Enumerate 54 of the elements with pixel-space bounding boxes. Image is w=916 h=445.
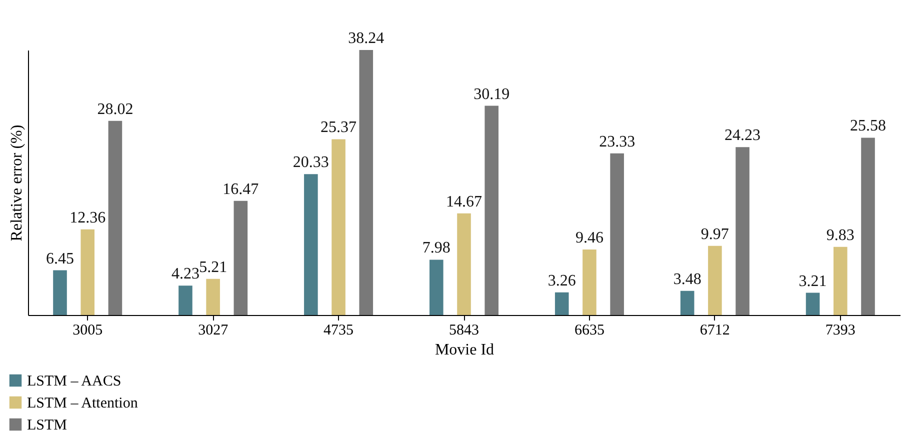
- data-label: 4.23: [171, 266, 200, 283]
- data-label: 3.21: [798, 272, 827, 290]
- bar: [80, 229, 94, 315]
- bar: [206, 278, 220, 315]
- bar: [582, 249, 596, 315]
- x-tick-label: 6635: [574, 322, 604, 338]
- data-label: 28.02: [97, 100, 134, 118]
- data-label: 5.21: [199, 258, 228, 276]
- bar: [554, 292, 569, 315]
- data-label: 3.48: [673, 270, 702, 288]
- data-label: 38.24: [348, 30, 384, 47]
- bar: [610, 153, 624, 315]
- bar: [359, 50, 374, 315]
- data-label: 6.45: [46, 250, 74, 268]
- data-label: 16.47: [222, 180, 259, 198]
- bar: [53, 270, 67, 315]
- data-label: 24.23: [724, 127, 761, 144]
- data-label: 9.83: [826, 226, 854, 244]
- legend-label: LSTM – AACS: [27, 374, 122, 390]
- y-axis-title: Relative error (%): [8, 124, 26, 242]
- legend-label: LSTM: [27, 418, 68, 434]
- data-label: 14.67: [446, 193, 482, 210]
- bar: [234, 200, 248, 315]
- bar: [429, 260, 444, 315]
- data-label: 30.19: [474, 86, 510, 103]
- bar: [457, 213, 471, 315]
- data-label: 20.33: [292, 154, 329, 172]
- x-axis-title: Movie Id: [434, 342, 494, 358]
- data-label: 12.36: [70, 209, 106, 226]
- bar: [834, 246, 848, 315]
- data-label: 9.46: [575, 229, 604, 246]
- bar: [861, 138, 875, 315]
- bar: [484, 106, 499, 315]
- x-tick-label: 6712: [700, 322, 730, 338]
- bar: [736, 147, 750, 315]
- bar: [332, 139, 346, 315]
- data-label: 25.58: [850, 118, 886, 135]
- data-label: 25.37: [320, 119, 357, 136]
- bar: [178, 286, 192, 315]
- x-tick-label: 3005: [72, 322, 103, 338]
- bar: [108, 120, 122, 315]
- data-label: 3.26: [548, 272, 576, 290]
- x-tick-label: 7393: [825, 322, 856, 338]
- x-tick-label: 5843: [449, 322, 479, 338]
- x-tick-label: 4735: [324, 322, 354, 338]
- bar: [708, 246, 722, 315]
- bar: [680, 290, 694, 315]
- x-tick-label: 3027: [198, 322, 229, 338]
- legend-label: LSTM – Attention: [27, 396, 138, 412]
- bar: [304, 174, 318, 315]
- data-label: 9.97: [700, 226, 729, 243]
- data-label: 23.33: [599, 133, 636, 150]
- data-label: 7.98: [422, 240, 450, 257]
- bar: [806, 292, 820, 315]
